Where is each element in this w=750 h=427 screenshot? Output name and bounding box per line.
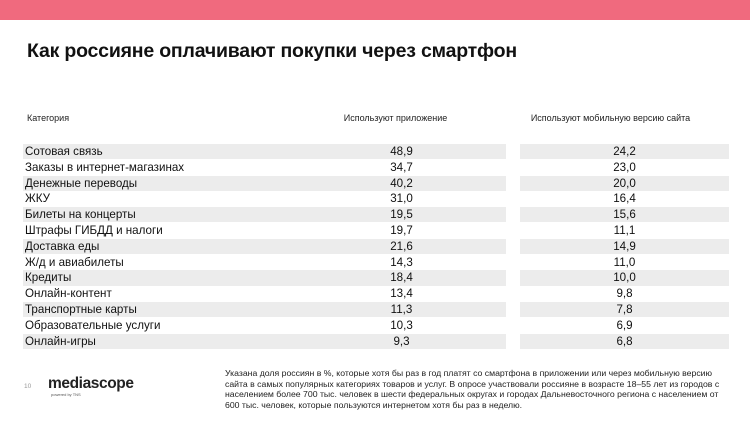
app-value-cell: 21,6 — [297, 238, 506, 254]
web-value-cell: 11,0 — [613, 255, 636, 269]
table-row: Кредиты 18,4 10,0 — [23, 270, 729, 286]
table-row: Онлайн-контент 13,4 9,8 — [23, 286, 729, 302]
app-value-cell: 18,4 — [297, 270, 506, 286]
category-cell: Образовательные услуги — [25, 318, 161, 332]
app-value-cell: 34,7 — [390, 160, 413, 174]
payments-table: Сотовая связь 48,9 24,2 Заказы в интернет-м… — [23, 144, 729, 349]
web-value-cell: 16,4 — [613, 192, 636, 206]
table-row: Сотовая связь 48,9 24,2 — [23, 144, 729, 160]
table-row: Доставка еды 21,6 14,9 — [23, 238, 729, 255]
table-row: Ж/д и авиабилеты 14,3 11,0 — [23, 255, 729, 271]
column-header-category: Категория — [27, 113, 70, 123]
table-row: Онлайн-игры 9,3 6,8 — [23, 333, 729, 350]
category-cell: Денежные переводы — [23, 175, 297, 191]
app-value-cell: 48,9 — [297, 144, 506, 160]
table-row: Транспортные карты 11,3 7,8 — [23, 301, 729, 318]
web-value-cell: 11,1 — [613, 223, 636, 237]
app-value-cell: 14,3 — [390, 255, 413, 269]
web-value-cell: 15,6 — [520, 207, 729, 223]
top-accent-band — [0, 0, 750, 20]
web-value-cell: 6,8 — [520, 333, 729, 349]
app-value-cell: 31,0 — [390, 192, 413, 206]
web-value-cell: 23,0 — [613, 160, 636, 174]
app-value-cell: 13,4 — [390, 287, 413, 301]
app-value-cell: 19,5 — [297, 207, 506, 223]
table-row: Заказы в интернет-магазинах 34,7 23,0 — [23, 160, 729, 176]
web-value-cell: 6,9 — [616, 318, 633, 332]
page-number: 10 — [24, 383, 32, 390]
category-cell: Заказы в интернет-магазинах — [25, 160, 185, 174]
app-value-cell: 9,3 — [297, 333, 506, 349]
category-cell: Транспортные карты — [23, 301, 297, 318]
app-value-cell: 10,3 — [390, 318, 413, 332]
table-row: Билеты на концерты 19,5 15,6 — [23, 207, 729, 223]
table-row: Денежные переводы 40,2 20,0 — [23, 175, 729, 192]
web-value-cell: 20,0 — [520, 175, 729, 191]
web-value-cell: 24,2 — [520, 144, 729, 160]
table-row: Образовательные услуги 10,3 6,9 — [23, 318, 729, 334]
column-header-app: Используют приложение — [343, 113, 448, 123]
category-cell: Сотовая связь — [23, 144, 297, 160]
column-header-mobile-web: Используют мобильную версию сайта — [530, 113, 691, 123]
brand-name: mediascope — [48, 375, 134, 392]
category-cell: Онлайн-контент — [25, 287, 112, 301]
brand-logo: mediascope powered by TNS — [48, 375, 134, 401]
category-cell: Ж/д и авиабилеты — [25, 255, 124, 269]
web-value-cell: 7,8 — [520, 301, 729, 318]
app-value-cell: 19,7 — [390, 223, 413, 237]
app-value-cell: 40,2 — [297, 175, 506, 191]
web-value-cell: 14,9 — [520, 238, 729, 254]
app-value-cell: 11,3 — [297, 301, 506, 318]
category-cell: ЖКУ — [25, 192, 50, 206]
category-cell: Доставка еды — [23, 238, 297, 254]
table-row: Штрафы ГИБДД и налоги 19,7 11,1 — [23, 223, 729, 239]
brand-tagline: powered by TNS — [51, 392, 81, 397]
page-title: Как россияне оплачивают покупки через см… — [27, 40, 517, 62]
web-value-cell: 9,8 — [616, 287, 633, 301]
category-cell: Билеты на концерты — [23, 207, 297, 223]
table-row: ЖКУ 31,0 16,4 — [23, 191, 729, 207]
category-cell: Штрафы ГИБДД и налоги — [25, 223, 163, 237]
category-cell: Кредиты — [23, 270, 297, 286]
web-value-cell: 10,0 — [520, 270, 729, 286]
methodology-footnote: Указана доля россиян в %, которые хотя б… — [225, 368, 720, 410]
category-cell: Онлайн-игры — [23, 333, 297, 349]
